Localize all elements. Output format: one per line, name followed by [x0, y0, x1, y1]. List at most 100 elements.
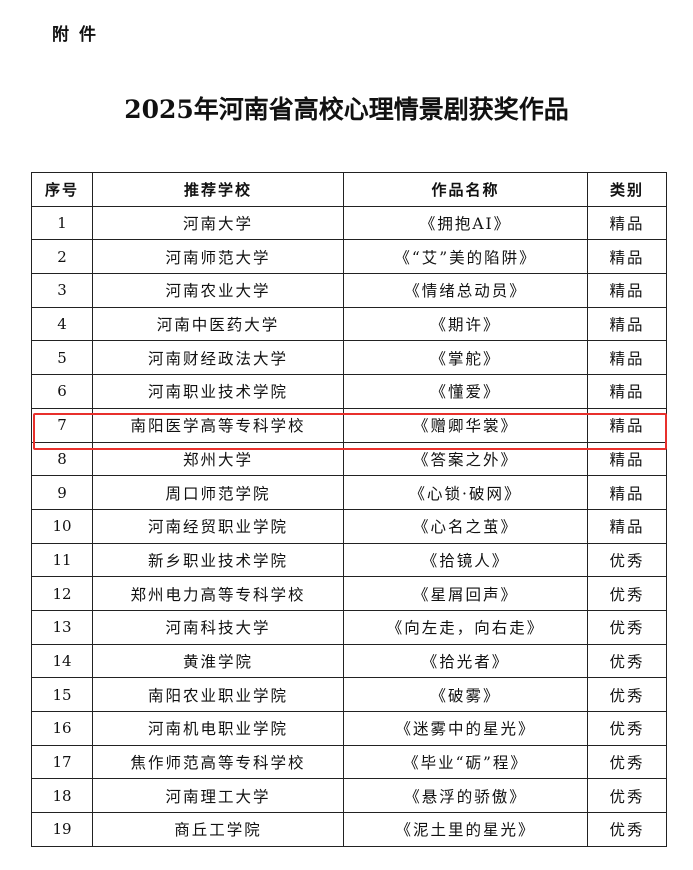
- cell-index: 11: [31, 542, 93, 578]
- table-row: 16 河南机电职业学院 《迷雾中的星光》 优秀: [31, 711, 667, 746]
- table-row: 5 河南财经政法大学 《掌舵》 精品: [31, 340, 667, 376]
- table-row: 9 周口师范学院 《心锁·破网》 精品: [31, 475, 667, 510]
- cell-index: 12: [31, 576, 93, 611]
- table-row: 15 南阳农业职业学院 《破雾》 优秀: [31, 677, 667, 712]
- cell-school: 河南职业技术学院: [92, 374, 344, 409]
- cell-category: 优秀: [587, 609, 667, 645]
- cell-school: 南阳农业职业学院: [92, 677, 344, 712]
- cell-work: 《悬浮的骄傲》: [343, 778, 588, 814]
- cell-index: 15: [31, 677, 93, 712]
- cell-index: 8: [31, 441, 93, 477]
- cell-work: 《拾光者》: [343, 643, 588, 679]
- cell-category: 优秀: [587, 812, 667, 847]
- header-work: 作品名称: [343, 172, 588, 207]
- table-row: 12 郑州电力高等专科学校 《星屑回声》 优秀: [31, 576, 667, 611]
- cell-index: 5: [31, 340, 93, 376]
- cell-school: 河南经贸职业学院: [92, 508, 344, 544]
- cell-school: 南阳医学高等专科学校: [92, 407, 344, 443]
- cell-category: 精品: [587, 374, 667, 409]
- cell-category: 精品: [587, 475, 667, 510]
- cell-category: 优秀: [587, 711, 667, 746]
- cell-category: 优秀: [587, 744, 667, 780]
- cell-school: 郑州电力高等专科学校: [92, 576, 344, 611]
- cell-work: 《心锁·破网》: [343, 475, 588, 510]
- header-category: 类别: [587, 172, 667, 207]
- cell-work: 《破雾》: [343, 677, 588, 712]
- table-row: 3 河南农业大学 《情绪总动员》 精品: [31, 273, 667, 308]
- table-row: 6 河南职业技术学院 《懂爱》 精品: [31, 374, 667, 409]
- cell-school: 河南师范大学: [92, 239, 344, 275]
- cell-school: 商丘工学院: [92, 812, 344, 847]
- attachment-label: 附件: [52, 25, 106, 45]
- cell-school: 河南中医药大学: [92, 306, 344, 342]
- table-row: 11 新乡职业技术学院 《拾镜人》 优秀: [31, 542, 667, 578]
- cell-work: 《拥抱AI》: [343, 205, 588, 241]
- table-row: 1 河南大学 《拥抱AI》 精品: [31, 205, 667, 241]
- cell-work: 《迷雾中的星光》: [343, 711, 588, 746]
- cell-school: 周口师范学院: [92, 475, 344, 510]
- cell-school: 河南农业大学: [92, 273, 344, 308]
- cell-work: 《拾镜人》: [343, 542, 588, 578]
- cell-index: 19: [31, 812, 93, 847]
- cell-index: 14: [31, 643, 93, 679]
- cell-category: 优秀: [587, 643, 667, 679]
- cell-school: 焦作师范高等专科学校: [92, 744, 344, 780]
- cell-category: 优秀: [587, 542, 667, 578]
- table-row: 19 商丘工学院 《泥土里的星光》 优秀: [31, 812, 667, 847]
- cell-index: 6: [31, 374, 93, 409]
- table-header-row: 序号 推荐学校 作品名称 类别: [31, 172, 667, 207]
- cell-index: 1: [31, 205, 93, 241]
- cell-index: 9: [31, 475, 93, 510]
- awards-table: 序号 推荐学校 作品名称 类别 1 河南大学 《拥抱AI》 精品 2 河南师范大学 《“艾”…: [31, 172, 667, 847]
- cell-category: 精品: [587, 239, 667, 275]
- header-school: 推荐学校: [92, 172, 344, 207]
- cell-index: 2: [31, 239, 93, 275]
- cell-work: 《期许》: [343, 306, 588, 342]
- cell-work: 《赠卿华裳》: [343, 407, 588, 443]
- cell-school: 郑州大学: [92, 441, 344, 477]
- cell-index: 7: [31, 407, 93, 443]
- cell-school: 河南科技大学: [92, 609, 344, 645]
- cell-category: 精品: [587, 273, 667, 308]
- cell-school: 黄淮学院: [92, 643, 344, 679]
- cell-school: 河南大学: [92, 205, 344, 241]
- cell-index: 13: [31, 609, 93, 645]
- cell-school: 河南理工大学: [92, 778, 344, 814]
- table-row: 18 河南理工大学 《悬浮的骄傲》 优秀: [31, 778, 667, 814]
- cell-school: 河南财经政法大学: [92, 340, 344, 376]
- cell-school: 河南机电职业学院: [92, 711, 344, 746]
- document-title: 2025年河南省高校心理情景剧获奖作品: [124, 95, 569, 124]
- header-index: 序号: [31, 172, 93, 207]
- cell-category: 精品: [587, 508, 667, 544]
- cell-index: 16: [31, 711, 93, 746]
- cell-work: 《情绪总动员》: [343, 273, 588, 308]
- table-row: 10 河南经贸职业学院 《心名之茧》 精品: [31, 508, 667, 544]
- cell-work: 《“艾”美的陷阱》: [343, 239, 588, 275]
- cell-work: 《心名之茧》: [343, 508, 588, 544]
- cell-category: 精品: [587, 407, 667, 443]
- cell-index: 3: [31, 273, 93, 308]
- cell-category: 精品: [587, 205, 667, 241]
- cell-index: 17: [31, 744, 93, 780]
- cell-category: 精品: [587, 340, 667, 376]
- cell-work: 《掌舵》: [343, 340, 588, 376]
- cell-work: 《泥土里的星光》: [343, 812, 588, 847]
- table-row: 14 黄淮学院 《拾光者》 优秀: [31, 643, 667, 679]
- cell-work: 《毕业“砺”程》: [343, 744, 588, 780]
- cell-work: 《答案之外》: [343, 441, 588, 477]
- cell-work: 《向左走，向右走》: [343, 609, 588, 645]
- cell-index: 4: [31, 306, 93, 342]
- table-row: 13 河南科技大学 《向左走，向右走》 优秀: [31, 609, 667, 645]
- cell-index: 18: [31, 778, 93, 814]
- cell-work: 《星屑回声》: [343, 576, 588, 611]
- table-row: 2 河南师范大学 《“艾”美的陷阱》 精品: [31, 239, 667, 275]
- table-row: 7 南阳医学高等专科学校 《赠卿华裳》 精品: [31, 407, 667, 443]
- cell-category: 优秀: [587, 778, 667, 814]
- cell-category: 优秀: [587, 677, 667, 712]
- cell-category: 精品: [587, 441, 667, 477]
- cell-category: 精品: [587, 306, 667, 342]
- cell-index: 10: [31, 508, 93, 544]
- table-row: 4 河南中医药大学 《期许》 精品: [31, 306, 667, 342]
- cell-category: 优秀: [587, 576, 667, 611]
- table-row: 8 郑州大学 《答案之外》 精品: [31, 441, 667, 477]
